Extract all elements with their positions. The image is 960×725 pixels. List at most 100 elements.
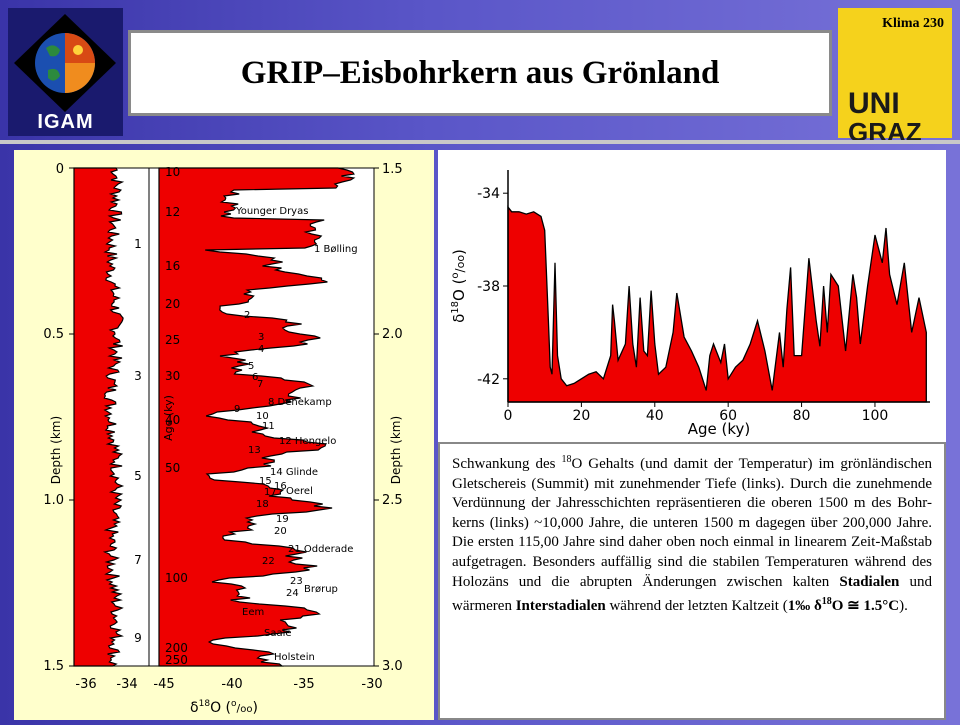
inner-tick: 7 [134,553,142,567]
x-tick-label: 20 [572,408,590,424]
annotation: 21 Odderade [288,544,353,555]
bottom-axes: -36 -34 -45 -40 -35 -30 δ18O (o/oo) [74,665,383,716]
annotation: 22 [262,556,275,567]
age-tick: 16 [165,259,180,273]
right-chart: 0 20 40 60 80 100 -34 -38 -42 Age (ky) δ18O (o/o… [450,170,930,438]
strip-plot-fill [73,167,125,667]
annotation: 1 Bølling [314,244,358,255]
igam-logo: IGAM [8,8,123,136]
x-tick-lower: -45 [153,677,174,692]
annotation: 17 [264,487,277,498]
y-tick-label: -38 [477,279,500,295]
caption-text: ). [899,598,908,615]
annotation: Brørup [304,584,338,595]
annotation: 10 [256,411,269,422]
right-ticks: 0 20 40 60 80 100 -34 -38 -42 [477,186,888,424]
annotation: Saale [264,628,292,639]
inner-tick: 5 [134,469,142,483]
caption-text: Schwankung des [452,456,562,472]
x-tick-label: 40 [646,408,664,424]
x-tick-upper: -36 [75,677,96,692]
caption-sup: 18 [561,454,572,465]
x-tick-label: 80 [793,408,811,424]
annotation: 13 [248,445,261,456]
series-area-d18o [507,205,927,403]
right-depth-tick: 3.0 [382,659,403,674]
x-axis-label: δ18O (o/oo) [190,699,258,716]
left-depth-tick: 1.0 [43,493,64,508]
caption-bold: Stadialen [839,573,900,590]
wide-plot-fill [158,167,356,667]
age-tick: 10 [165,165,180,179]
annotation: Oerel [286,486,313,497]
right-chart-panel: 0 20 40 60 80 100 -34 -38 -42 Age (ky) δ18O (o/o… [438,150,946,442]
title-box: GRIP–Eisbohrkern aus Grönland [128,30,832,116]
right-y-label: δ18O (o/oo) [450,249,468,323]
annotation: 14 Glinde [270,467,318,478]
annotation: 2 [244,310,250,321]
inner-tick: 9 [134,631,142,645]
annotation: 15 [259,476,272,487]
annotation: 16 [274,481,287,492]
left-depth-tick: 1.5 [43,659,64,674]
age-tick: 100 [165,571,188,585]
annotation: 6 [252,372,258,383]
age-tick: 30 [165,369,180,383]
y-tick-label: -42 [477,372,500,388]
inner-ticks: 1 3 5 7 9 [134,237,142,645]
right-depth-tick: 2.5 [382,493,403,508]
annotation: 12 Hengelo [279,436,336,447]
header-separator [0,140,960,144]
age-tick: 40 [165,413,180,427]
right-plot-area [507,205,927,403]
event-annotations: Younger Dryas 1 Bølling 2 3 4 5 6 7 8 De… [234,206,358,663]
annotation: 3 [258,332,264,343]
uni-logo-line-1: UNI [848,87,900,120]
right-depth-tick: 2.0 [382,327,403,342]
left-depth-axis: 0 0.5 1.0 1.5 Depth (km) [43,162,75,674]
right-depth-axis: 1.5 2.0 2.5 3.0 Depth (km) [373,162,403,674]
left-depth-tick: 0 [56,162,64,177]
annotation: 7 [257,379,263,390]
caption-text: O Gehalts (und damit der Temperatur) im … [452,456,932,590]
age-axis-label: Age (ky) [162,395,175,441]
left-depth-label: Depth (km) [49,416,63,484]
age-tick: 25 [165,333,180,347]
x-tick-lower: -30 [361,677,382,692]
x-tick-upper: -34 [116,677,137,692]
annotation: 9 [234,404,240,415]
inner-tick: 3 [134,369,142,383]
globe-icon [14,14,116,112]
x-tick-label: 100 [862,408,889,424]
annotation: 4 [258,344,264,355]
uni-graz-logo: UNI GRAZ [848,87,922,147]
annotation: 19 [276,514,289,525]
annotation: 24 [286,588,299,599]
left-chart-panel: 0 0.5 1.0 1.5 Depth (km) 1 3 5 7 9 10 12… [14,150,434,720]
caption-bold: Interstadialen [515,598,606,615]
left-chart: 0 0.5 1.0 1.5 Depth (km) 1 3 5 7 9 10 12… [43,162,403,716]
x-tick-lower: -40 [221,677,242,692]
caption-text: während der letzten Kaltzeit ( [605,598,788,615]
annotation: 11 [262,421,275,432]
caption-formula: 1‰ δ18O ≅ 1.5°C [787,596,900,615]
x-tick-lower: -35 [293,677,314,692]
annotation: 8 Denekamp [268,397,332,408]
annotation: Younger Dryas [235,206,308,217]
x-tick-label: 0 [504,408,513,424]
x-tick-label: 60 [719,408,737,424]
age-tick: 12 [165,205,180,219]
slide-number-box: Klima 230 [838,8,952,138]
slide-number: Klima 230 [882,16,944,31]
age-tick: 20 [165,297,180,311]
right-x-label: Age (ky) [688,420,751,438]
left-depth-tick: 0.5 [43,327,64,342]
annotation: Eem [242,607,264,618]
right-depth-tick: 1.5 [382,162,403,177]
page-title: GRIP–Eisbohrkern aus Grönland [240,54,720,91]
age-tick: 50 [165,461,180,475]
age-tick: 250 [165,653,188,667]
annotation: 23 [290,576,303,587]
annotation: 20 [274,526,287,537]
caption-text: und wärmeren [452,573,933,615]
